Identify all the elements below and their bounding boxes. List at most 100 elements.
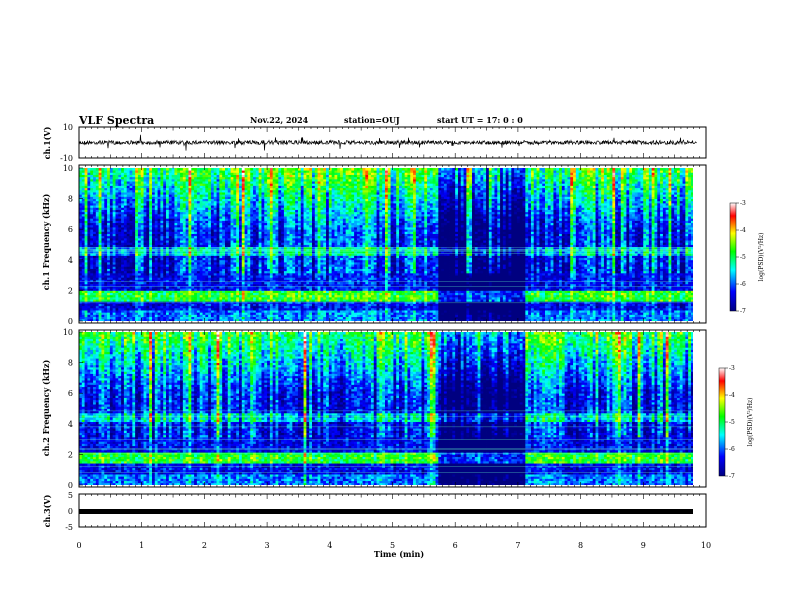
spectrogram-cell bbox=[182, 187, 187, 191]
spectrogram-cell bbox=[185, 299, 189, 302]
spectrogram-cell bbox=[146, 187, 150, 191]
spectrogram-cell bbox=[137, 264, 142, 267]
spectrogram-cell bbox=[219, 202, 223, 206]
spectrogram-cell bbox=[123, 185, 128, 189]
spectrogram-cell bbox=[219, 281, 223, 285]
spectrogram-cell bbox=[132, 288, 136, 291]
spectrogram-cell bbox=[264, 170, 268, 173]
spectrogram-cell bbox=[191, 231, 195, 234]
spectrogram-cell bbox=[163, 307, 167, 311]
spectrogram-cell bbox=[188, 178, 192, 182]
spectrogram-cell bbox=[261, 183, 265, 186]
spectrogram-cell bbox=[261, 218, 265, 221]
spectrogram-cell bbox=[163, 181, 167, 184]
spectrogram-cell bbox=[109, 192, 114, 195]
spectrogram-cell bbox=[191, 272, 195, 276]
spectrogram-cell bbox=[93, 314, 97, 318]
spectrogram-cell bbox=[129, 176, 133, 180]
spectrogram-cell bbox=[81, 222, 86, 226]
spectrogram-cell bbox=[267, 220, 271, 224]
spectrogram-cell bbox=[261, 288, 265, 291]
spectrogram-cell bbox=[132, 312, 136, 315]
spectrogram-cell bbox=[247, 314, 251, 318]
spectrogram-cell bbox=[149, 200, 153, 204]
spectrogram-cell bbox=[244, 305, 248, 309]
spectrogram-cell bbox=[93, 283, 97, 287]
spectrogram-cell bbox=[168, 299, 173, 302]
spectrogram-cell bbox=[79, 235, 83, 239]
spectrogram-cell bbox=[213, 268, 217, 272]
spectrogram-cell bbox=[205, 216, 209, 219]
spectrogram-cell bbox=[188, 233, 192, 237]
spectrogram-cell bbox=[208, 255, 212, 259]
spectrogram-cell bbox=[123, 198, 128, 202]
spectrogram-cell bbox=[121, 286, 125, 289]
spectrogram-cell bbox=[191, 266, 195, 269]
spectrogram-cell bbox=[101, 251, 105, 254]
spectrogram-cell bbox=[166, 310, 170, 313]
spectrogram-cell bbox=[104, 314, 108, 318]
spectrogram-cell bbox=[255, 272, 260, 276]
spectrogram-cell bbox=[118, 244, 122, 248]
spectrogram-cell bbox=[250, 174, 254, 178]
spectrogram-cell bbox=[253, 305, 257, 309]
spectrogram-cell bbox=[109, 218, 114, 221]
spectrogram-cell bbox=[208, 251, 212, 254]
spectrogram-cell bbox=[84, 237, 88, 241]
spectrogram-cell bbox=[219, 207, 223, 210]
spectrogram-cell bbox=[253, 194, 257, 197]
spectrogram-cell bbox=[244, 200, 248, 204]
spectrogram-cell bbox=[233, 183, 237, 186]
spectrogram-cell bbox=[244, 244, 248, 248]
spectrogram-cell bbox=[95, 279, 100, 283]
spectrogram-cell bbox=[250, 314, 254, 318]
spectrogram-cell bbox=[230, 296, 234, 300]
spectrogram-cell bbox=[239, 183, 243, 186]
spectrogram-cell bbox=[224, 277, 229, 280]
spectrogram-cell bbox=[95, 294, 100, 298]
spectrogram-cell bbox=[185, 192, 189, 195]
spectrogram-cell bbox=[101, 288, 105, 291]
spectrogram-cell bbox=[250, 268, 254, 272]
spectrogram-cell bbox=[202, 264, 206, 267]
spectrogram-cell bbox=[160, 272, 164, 276]
spectrogram-cell bbox=[168, 213, 173, 217]
spectrogram-cell bbox=[194, 227, 198, 230]
spectrogram-cell bbox=[115, 229, 119, 232]
spectrogram-cell bbox=[115, 216, 119, 219]
spectrogram-cell bbox=[81, 255, 86, 259]
spectrogram-cell bbox=[79, 170, 83, 173]
spectrogram-cell bbox=[261, 187, 265, 191]
spectrogram-cell bbox=[163, 242, 167, 245]
spectrogram-cell bbox=[236, 211, 240, 215]
spectrogram-cell bbox=[109, 283, 114, 287]
spectrogram-cell bbox=[174, 218, 178, 221]
spectrogram-cell bbox=[154, 187, 159, 191]
spectrogram-cell bbox=[81, 207, 86, 210]
spectrogram-cell bbox=[205, 213, 209, 217]
spectrogram-cell bbox=[233, 281, 237, 285]
spectrogram-cell bbox=[185, 316, 189, 320]
spectrogram-cell bbox=[191, 286, 195, 289]
spectrogram-cell bbox=[126, 200, 130, 204]
spectrogram-cell bbox=[219, 194, 223, 197]
spectrogram-cell bbox=[132, 174, 136, 178]
spectrogram-cell bbox=[244, 253, 248, 256]
spectrogram-cell bbox=[87, 220, 91, 224]
spectrogram-cell bbox=[230, 251, 234, 254]
spectrogram-cell bbox=[87, 200, 91, 204]
spectrogram-cell bbox=[87, 244, 91, 248]
spectrogram-cell bbox=[222, 235, 226, 239]
spectrogram-cell bbox=[115, 207, 119, 210]
spectrogram-cell bbox=[194, 261, 198, 265]
spectrogram-cell bbox=[137, 240, 142, 243]
spectrogram-cell bbox=[247, 307, 251, 311]
spectrogram-cell bbox=[81, 281, 86, 285]
spectrogram-cell bbox=[107, 170, 111, 173]
spectrogram-cell bbox=[123, 170, 128, 173]
spectrogram-cell bbox=[250, 296, 254, 300]
spectrogram-cell bbox=[196, 196, 201, 199]
spectrogram-cell bbox=[264, 202, 268, 206]
spectrogram-cell bbox=[90, 172, 94, 175]
spectrogram-cell bbox=[202, 237, 206, 241]
